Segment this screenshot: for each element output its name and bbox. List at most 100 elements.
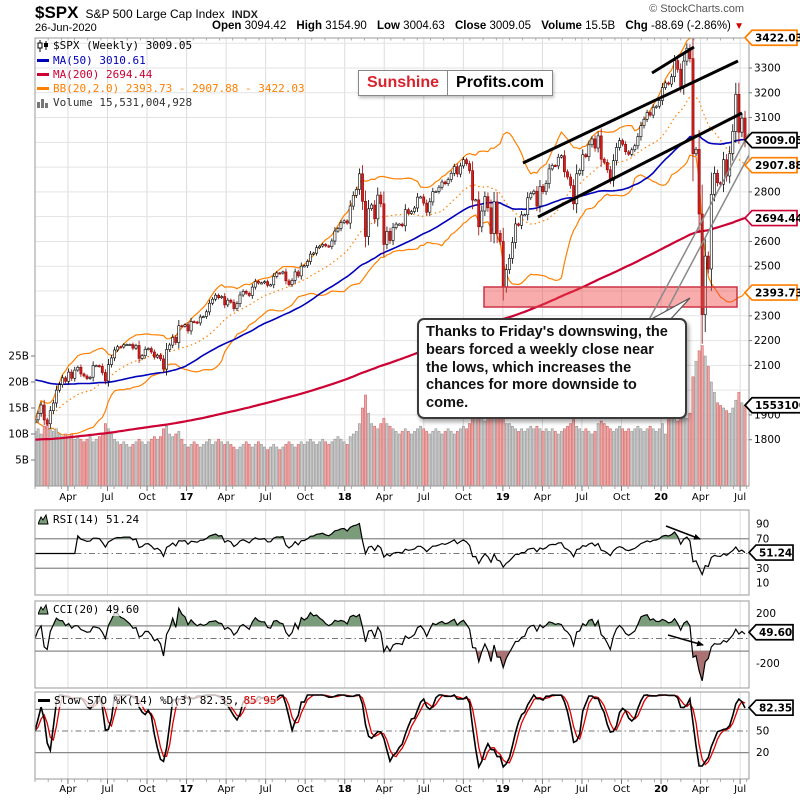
svg-text:3200: 3200	[754, 87, 781, 99]
legend-ma200-label: MA(200) 2694.44	[53, 68, 153, 81]
legend-row-price: $SPX (Weekly) 3009.05	[37, 39, 192, 52]
svg-text:20: 20	[654, 784, 668, 795]
rsi-panel-header: RSI(14) 51.24	[38, 513, 140, 526]
rsi-label: RSI(14) 51.24	[53, 513, 140, 526]
legend-row-volume: Volume 15,531,004,928	[37, 96, 192, 109]
svg-text:90: 90	[756, 519, 769, 531]
candlestick-icon	[37, 39, 48, 52]
rsi-area-icon	[38, 514, 49, 525]
svg-text:200: 200	[756, 608, 776, 620]
svg-text:20: 20	[654, 492, 668, 503]
svg-text:2907.88: 2907.88	[755, 160, 800, 172]
svg-text:Jul: Jul	[575, 492, 588, 503]
svg-text:Oct: Oct	[455, 492, 472, 503]
svg-text:18: 18	[338, 492, 352, 503]
svg-text:Oct: Oct	[297, 492, 314, 503]
chart-header: $SPX S&P 500 Large Cap Index INDX	[35, 3, 258, 23]
svg-text:3009.05: 3009.05	[755, 135, 800, 147]
volume-bars-icon	[37, 99, 48, 108]
svg-text:51.24: 51.24	[759, 547, 792, 559]
svg-text:3422.03: 3422.03	[755, 33, 800, 45]
svg-text:19: 19	[496, 492, 510, 503]
svg-text:Apr: Apr	[534, 492, 552, 503]
logo-part-profits: Profits.com	[456, 74, 545, 91]
svg-text:5B: 5B	[15, 455, 29, 467]
svg-text:2393.73: 2393.73	[755, 287, 800, 299]
svg-text:19: 19	[496, 784, 510, 795]
svg-text:Oct: Oct	[138, 784, 155, 795]
sto-swatch-icon	[38, 699, 50, 702]
svg-text:3300: 3300	[754, 63, 781, 75]
legend-volume-label: Volume 15,531,004,928	[53, 96, 193, 109]
logo-part-sunshine: Sunshine	[359, 71, 449, 95]
svg-text:Jul: Jul	[259, 784, 272, 795]
symbol: $SPX	[35, 3, 79, 22]
high-label: High	[296, 20, 322, 32]
bb-swatch-icon	[37, 87, 49, 90]
svg-text:Jul: Jul	[259, 492, 272, 503]
svg-text:20: 20	[756, 747, 769, 759]
svg-text:Apr: Apr	[376, 492, 394, 503]
svg-text:Apr: Apr	[692, 492, 710, 503]
quote-bar: Open 3094.42 High 3154.90 Low 3004.63 Cl…	[205, 20, 744, 32]
svg-text:Jul: Jul	[733, 492, 746, 503]
svg-text:30: 30	[756, 563, 769, 575]
svg-text:1553100: 1553100	[755, 400, 800, 412]
svg-text:Oct: Oct	[297, 784, 314, 795]
svg-text:70: 70	[756, 533, 769, 545]
svg-text:Jul: Jul	[417, 492, 430, 503]
high-value: 3154.90	[325, 20, 367, 32]
svg-text:-200: -200	[756, 658, 780, 670]
close-value: 3009.05	[489, 20, 532, 32]
chart-date: 26-Jun-2020	[35, 22, 97, 34]
svg-text:17: 17	[180, 784, 194, 795]
svg-text:Apr: Apr	[217, 492, 235, 503]
svg-text:2300: 2300	[754, 310, 781, 322]
open-label: Open	[212, 20, 242, 32]
svg-text:Oct: Oct	[613, 492, 630, 503]
sunshineprofits-logo: Sunshine Profits.com	[358, 70, 554, 96]
svg-text:50: 50	[756, 726, 769, 738]
copyright: © StockCharts.com	[649, 3, 744, 15]
legend-price-label: $SPX (Weekly) 3009.05	[53, 39, 193, 52]
svg-text:3100: 3100	[754, 112, 781, 124]
low-label: Low	[376, 20, 400, 32]
svg-text:Apr: Apr	[376, 784, 394, 795]
svg-text:49.60: 49.60	[759, 627, 792, 639]
svg-text:25B: 25B	[8, 351, 29, 363]
svg-text:2694.44: 2694.44	[755, 213, 800, 225]
open-value: 3094.42	[244, 20, 287, 32]
svg-text:2500: 2500	[754, 261, 781, 273]
exchange: INDX	[231, 9, 258, 21]
svg-text:2800: 2800	[754, 186, 781, 198]
legend-ma50-label: MA(50) 3010.61	[53, 54, 146, 67]
annotation-callout: Thanks to Friday's downswing, the bears …	[417, 318, 687, 419]
svg-text:Oct: Oct	[613, 784, 630, 795]
cci-panel-header: CCI(20) 49.60	[38, 603, 140, 616]
svg-text:Jul: Jul	[100, 784, 113, 795]
svg-text:Apr: Apr	[692, 784, 710, 795]
svg-text:Jul: Jul	[100, 492, 113, 503]
svg-text:Apr: Apr	[59, 492, 77, 503]
svg-text:18: 18	[338, 784, 352, 795]
svg-text:17: 17	[180, 492, 194, 503]
down-triangle-icon: ▼	[734, 21, 744, 32]
svg-text:Apr: Apr	[534, 784, 552, 795]
annotation-text: Thanks to Friday's downswing, the bears …	[426, 324, 668, 412]
svg-text:20B: 20B	[8, 377, 29, 389]
svg-text:Apr: Apr	[217, 784, 235, 795]
volume-label: Volume	[541, 20, 582, 32]
legend-bb-label: BB(20,2.0) 2393.73 - 2907.88 - 3422.03	[53, 82, 305, 95]
ma50-swatch-icon	[37, 59, 49, 62]
svg-text:Apr: Apr	[59, 784, 77, 795]
cci-area-icon	[38, 604, 49, 615]
svg-text:82.35: 82.35	[759, 703, 792, 715]
sto-label-d: 85.95	[243, 694, 277, 707]
legend-row-bb: BB(20,2.0) 2393.73 - 2907.88 - 3422.03	[37, 82, 305, 95]
svg-text:Oct: Oct	[138, 492, 155, 503]
svg-text:Jul: Jul	[575, 784, 588, 795]
svg-text:Jul: Jul	[733, 784, 746, 795]
chg-label: Chg	[625, 20, 648, 32]
